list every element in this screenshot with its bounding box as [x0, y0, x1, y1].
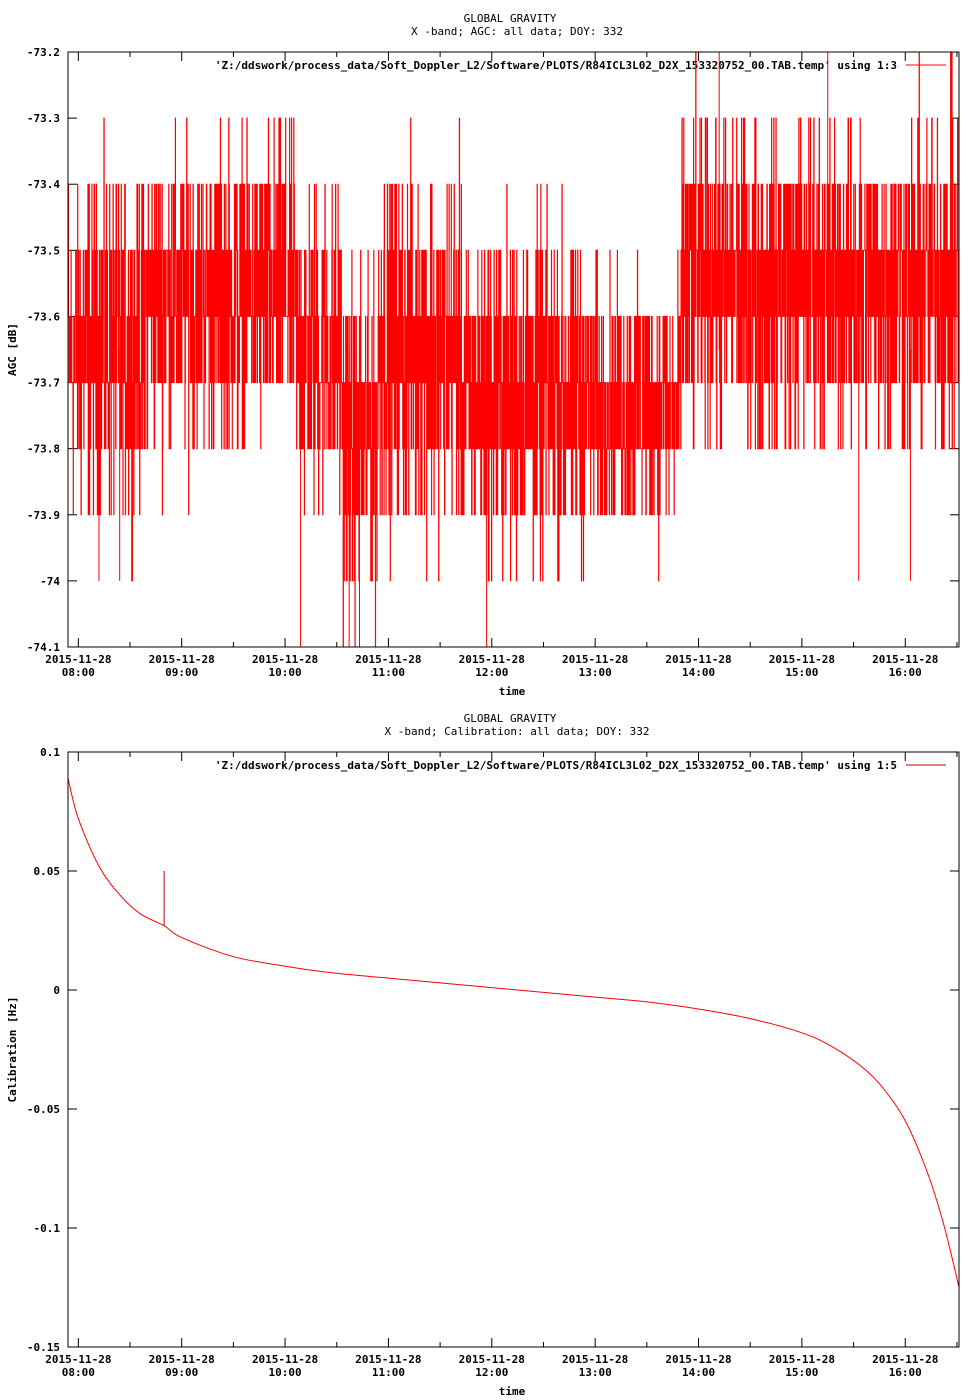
x-tick-date-label: 2015-11-28 [665, 653, 731, 666]
x-tick-date-label: 2015-11-28 [665, 1353, 731, 1366]
x-tick-date-label: 2015-11-28 [562, 1353, 628, 1366]
y-tick-label: 0.05 [34, 865, 61, 878]
y-tick-label: -73.4 [27, 178, 60, 191]
x-tick-date-label: 2015-11-28 [149, 1353, 215, 1366]
y-tick-label: -73.6 [27, 310, 60, 323]
y-tick-label: -73.5 [27, 244, 60, 257]
x-tick-date-label: 2015-11-28 [872, 653, 938, 666]
x-tick-date-label: 2015-11-28 [562, 653, 628, 666]
x-tick-date-label: 2015-11-28 [355, 653, 421, 666]
x-tick-date-label: 2015-11-28 [45, 653, 111, 666]
y-tick-label: -73.2 [27, 46, 60, 59]
x-tick-date-label: 2015-11-28 [252, 653, 318, 666]
x-tick-date-label: 2015-11-28 [252, 1353, 318, 1366]
y-tick-label: 0 [53, 984, 60, 997]
x-tick-time-label: 16:00 [889, 666, 922, 679]
x-tick-time-label: 11:00 [372, 1366, 405, 1379]
x-tick-time-label: 16:00 [889, 1366, 922, 1379]
y-tick-label: -73.7 [27, 377, 60, 390]
x-tick-time-label: 09:00 [165, 666, 198, 679]
x-tick-date-label: 2015-11-28 [355, 1353, 421, 1366]
y-tick-label: -0.05 [27, 1103, 60, 1116]
x-tick-time-label: 12:00 [475, 1366, 508, 1379]
x-tick-date-label: 2015-11-28 [459, 1353, 525, 1366]
x-tick-date-label: 2015-11-28 [769, 1353, 835, 1366]
x-tick-time-label: 12:00 [475, 666, 508, 679]
chart-subtitle: X -band; AGC: all data; DOY: 332 [411, 25, 623, 38]
x-tick-time-label: 08:00 [62, 1366, 95, 1379]
y-tick-label: -0.1 [34, 1222, 61, 1235]
x-tick-time-label: 14:00 [682, 666, 715, 679]
x-tick-date-label: 2015-11-28 [872, 1353, 938, 1366]
x-tick-time-label: 15:00 [785, 666, 818, 679]
plot-frame [67, 751, 960, 1348]
y-tick-label: -73.8 [27, 443, 60, 456]
x-tick-time-label: 11:00 [372, 666, 405, 679]
plot-frame [67, 51, 960, 648]
y-tick-label: -74.1 [27, 641, 60, 654]
chart-title: GLOBAL GRAVITY [464, 712, 557, 725]
y-tick-label: 0.1 [40, 746, 60, 759]
y-axis-label: AGC [dB] [6, 323, 19, 376]
x-tick-time-label: 08:00 [62, 666, 95, 679]
y-tick-label: -73.3 [27, 112, 60, 125]
x-tick-time-label: 14:00 [682, 1366, 715, 1379]
y-tick-label: -0.15 [27, 1341, 60, 1354]
x-axis-label: time [499, 685, 526, 698]
agc-series-line [67, 51, 960, 648]
x-tick-time-label: 13:00 [579, 666, 612, 679]
legend-label: 'Z:/ddswork/process_data/Soft_Doppler_L2… [215, 59, 897, 72]
x-tick-time-label: 09:00 [165, 1366, 198, 1379]
x-tick-time-label: 10:00 [269, 666, 302, 679]
x-tick-date-label: 2015-11-28 [149, 653, 215, 666]
y-tick-label: -73.9 [27, 509, 60, 522]
calibration-series-line [67, 778, 960, 1288]
chart-subtitle: X -band; Calibration: all data; DOY: 332 [385, 725, 650, 738]
x-tick-date-label: 2015-11-28 [459, 653, 525, 666]
legend-label: 'Z:/ddswork/process_data/Soft_Doppler_L2… [215, 759, 897, 772]
chart-title: GLOBAL GRAVITY [464, 12, 557, 25]
y-tick-label: -74 [40, 575, 60, 588]
x-tick-date-label: 2015-11-28 [45, 1353, 111, 1366]
x-axis-label: time [499, 1385, 526, 1398]
x-tick-time-label: 13:00 [579, 1366, 612, 1379]
y-axis-label: Calibration [Hz] [6, 997, 19, 1103]
x-tick-date-label: 2015-11-28 [769, 653, 835, 666]
x-tick-time-label: 10:00 [269, 1366, 302, 1379]
x-tick-time-label: 15:00 [785, 1366, 818, 1379]
